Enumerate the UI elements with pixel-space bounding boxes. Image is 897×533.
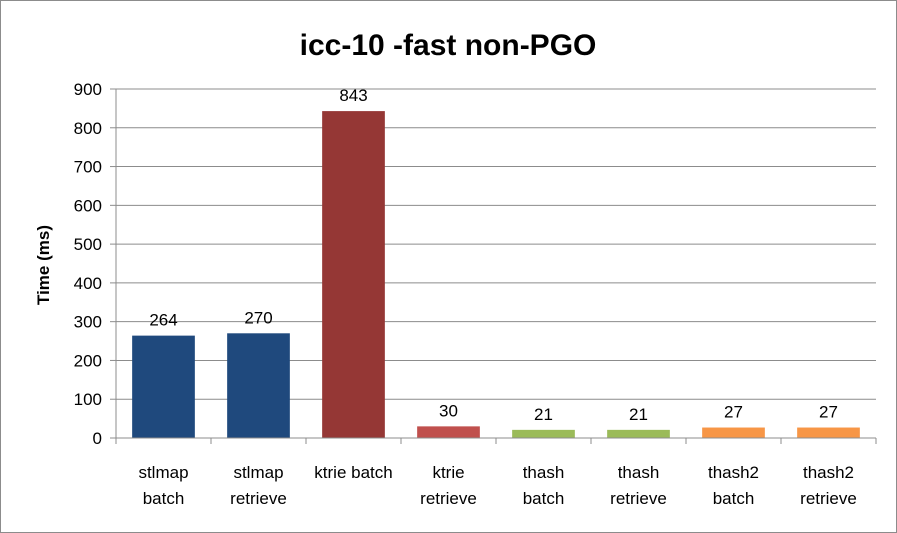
data-label: 21 [534, 405, 553, 424]
bar [702, 427, 765, 438]
chart-title: icc-10 -fast non-PGO [300, 29, 597, 62]
bar [797, 427, 860, 438]
bar [227, 333, 290, 438]
data-label: 27 [819, 403, 838, 422]
bar [607, 429, 670, 438]
x-category-label: stlmap retrieve [230, 463, 287, 508]
x-category-label: ktrie retrieve [420, 463, 477, 508]
bar [417, 426, 480, 438]
data-label: 21 [629, 405, 648, 424]
y-tick-label: 700 [74, 158, 102, 177]
bar [132, 335, 195, 438]
x-category-label: stlmap batch [138, 463, 188, 508]
data-label: 264 [149, 311, 177, 330]
bars [132, 111, 860, 438]
data-label: 27 [724, 403, 743, 422]
bar [322, 111, 385, 438]
y-axis-ticks: 0 100 200 300 400 500 600 700 800 900 [74, 80, 116, 448]
y-tick-label: 100 [74, 390, 102, 409]
y-tick-label: 0 [93, 429, 102, 448]
x-category-label: thash retrieve [610, 463, 667, 508]
x-category-label: ktrie batch [314, 463, 392, 482]
x-axis-categories: stlmap batch stlmap retrieve ktrie batch ktri… [138, 463, 856, 508]
y-tick-label: 400 [74, 274, 102, 293]
y-tick-label: 200 [74, 351, 102, 370]
data-label: 843 [339, 86, 367, 105]
data-labels: 264 270 843 30 21 21 27 27 [149, 86, 838, 424]
x-category-label: thash batch [523, 463, 565, 508]
y-tick-label: 900 [74, 80, 102, 99]
bar [512, 429, 575, 438]
x-category-label: thash2 retrieve [800, 463, 857, 508]
y-tick-label: 300 [74, 313, 102, 332]
y-axis-label: Time (ms) [34, 225, 53, 305]
data-label: 270 [244, 308, 272, 327]
y-tick-label: 500 [74, 235, 102, 254]
data-label: 30 [439, 401, 458, 420]
y-tick-label: 800 [74, 119, 102, 138]
y-tick-label: 600 [74, 196, 102, 215]
x-category-label: thash2 batch [708, 463, 759, 508]
axes [115, 89, 877, 444]
